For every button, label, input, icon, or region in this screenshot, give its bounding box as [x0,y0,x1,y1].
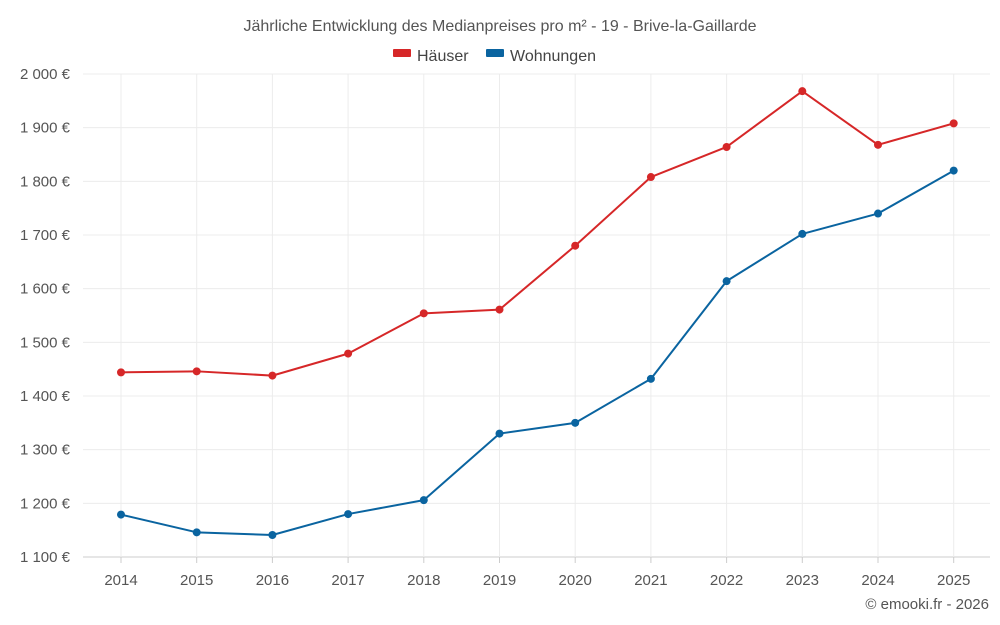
y-tick-label: 1 200 € [20,495,71,512]
data-point-wohnungen[interactable] [192,528,201,537]
y-tick-label: 1 600 € [20,281,71,298]
legend-swatch-haeuser [393,49,411,57]
x-tick-label: 2021 [634,572,667,589]
x-tick-label: 2023 [786,572,819,589]
data-point-wohnungen[interactable] [571,418,580,427]
x-tick-label: 2018 [407,572,440,589]
x-tick-label: 2019 [483,572,516,589]
legend-label-wohnungen: Wohnungen [510,48,596,65]
legend-swatch-wohnungen [486,49,504,57]
y-tick-label: 1 800 € [20,173,71,190]
data-point-haeuser[interactable] [949,119,958,128]
series-line-haeuser [120,90,954,377]
data-point-haeuser[interactable] [117,368,125,377]
data-point-wohnungen[interactable] [722,277,731,286]
data-point-wohnungen[interactable] [117,510,125,519]
data-point-wohnungen[interactable] [268,530,277,539]
data-point-haeuser[interactable] [268,371,277,380]
data-point-haeuser[interactable] [798,87,807,96]
series-line-wohnungen [120,169,955,536]
data-point-haeuser[interactable] [495,305,504,314]
data-point-haeuser[interactable] [722,142,731,151]
data-point-haeuser[interactable] [646,173,655,182]
y-axis-ticks: 1 100 € 1 200 € 1 300 € 1 400 € 1 500 € 1 600… [20,66,71,566]
data-point-haeuser[interactable] [571,241,580,250]
y-tick-label: 1 500 € [20,334,71,351]
y-tick-label: 1 400 € [20,388,71,405]
credit-text: © emooki.fr - 2026 [865,596,989,613]
y-tick-label: 2 000 € [20,66,71,83]
data-point-haeuser[interactable] [419,309,428,318]
data-point-wohnungen[interactable] [495,429,504,438]
x-tick-label: 2014 [104,572,137,589]
legend-label-haeuser: Häuser [417,48,469,65]
data-point-haeuser[interactable] [874,140,882,149]
x-axis-ticks: 2014 2015 2016 2017 2018 2019 2020 2021 2022 2023… [104,572,970,589]
data-point-wohnungen[interactable] [344,510,353,519]
y-tick-label: 1 700 € [20,227,71,244]
data-point-haeuser[interactable] [344,349,353,358]
data-point-wohnungen[interactable] [874,209,882,218]
x-tick-label: 2020 [559,572,592,589]
x-tick-label: 2015 [180,572,213,589]
x-tick-label: 2025 [937,572,970,589]
x-tick-label: 2017 [331,572,364,589]
y-tick-label: 1 100 € [20,549,71,566]
data-point-haeuser[interactable] [192,367,201,376]
x-tick-label: 2016 [256,572,289,589]
data-point-wohnungen[interactable] [798,229,807,238]
series [117,87,958,539]
data-point-wohnungen[interactable] [646,374,655,383]
legend: Häuser Wohnungen [393,48,596,65]
x-tick-label: 2022 [710,572,743,589]
y-tick-label: 1 900 € [20,120,71,137]
chart-title: Jährliche Entwicklung des Medianpreises … [243,18,756,35]
y-tick-label: 1 300 € [20,442,71,459]
grid [83,73,990,563]
x-tick-label: 2024 [861,572,894,589]
data-point-wohnungen[interactable] [949,166,958,175]
data-point-wohnungen[interactable] [419,496,428,505]
